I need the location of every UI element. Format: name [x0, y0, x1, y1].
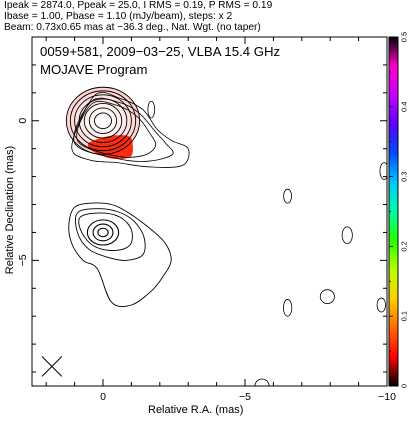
- colorbar-tick-label: 0.2: [400, 241, 409, 251]
- noise-contour-1: [283, 188, 292, 204]
- plot-title: 0059+581, 2009−03−25, VLBA 15.4 GHz: [40, 44, 281, 59]
- header-beam-line: Beam: 0.73x0.65 mas at −36.3 deg., Nat. …: [4, 22, 261, 33]
- colorbar-tick-label: 0.3: [400, 171, 409, 181]
- noise-contour-6: [376, 297, 386, 313]
- colorbar-tick-label: 0: [400, 384, 409, 388]
- axis-ticks: 0 −5 −10 0 −5: [17, 37, 396, 403]
- south-contour-2: [78, 212, 133, 252]
- south-core-contour-0: [97, 227, 109, 238]
- colorbar-tick-label: 0.5: [400, 32, 409, 42]
- header-stats-line: Ipeak = 2874.0, Ppeak = 25.0, I RMS = 0.…: [4, 0, 273, 11]
- core-contour-4: [74, 94, 132, 148]
- x-tick-label: −5: [239, 391, 251, 403]
- noise-contour-4: [319, 289, 335, 305]
- south-contour-1: [74, 208, 146, 261]
- jet-contour-1: [73, 97, 174, 162]
- core-contour-0: [94, 112, 112, 130]
- noise-contour-7: [254, 378, 270, 386]
- noise-contour-0: [147, 100, 156, 119]
- core-contour-3: [78, 98, 128, 143]
- colorbar-tick-label: 0.4: [400, 102, 409, 112]
- x-axis-label: Relative R.A. (mas): [148, 404, 244, 416]
- core-contour-5: [69, 90, 137, 152]
- plot-subtitle: MOJAVE Program: [40, 62, 148, 77]
- noise-contour-5: [282, 299, 293, 317]
- polarization-patch: [87, 135, 133, 160]
- y-tick-label: 0: [17, 118, 29, 124]
- beam-marker-line-b: [41, 356, 63, 377]
- noise-contour-2: [341, 226, 353, 245]
- y-axis-label: Relative Declination (mas): [4, 145, 17, 275]
- core-contour-1: [88, 107, 118, 135]
- south-contour-0: [68, 202, 172, 308]
- y-tick-label: −5: [17, 254, 29, 266]
- core-contour-2: [83, 102, 123, 139]
- x-tick-label: 0: [100, 391, 106, 403]
- colorbar-tick-label: 0.1: [400, 311, 409, 321]
- core-contour-6: [65, 86, 141, 155]
- noise-contour-3: [379, 162, 387, 180]
- header-base-line: Ibase = 1.00, Pbase = 1.10 (mJy/beam), s…: [4, 11, 233, 22]
- plot-content: [41, 86, 387, 386]
- x-tick-label: −10: [378, 391, 396, 403]
- jet-contour-2: [76, 100, 157, 158]
- plot-header: Ipeak = 2874.0, Ppeak = 25.0, I RMS = 0.…: [4, 0, 409, 33]
- colorbar-ticks: 0 0.1 0.2 0.3 0.4 0.5: [389, 32, 409, 388]
- south-core-contour-1: [92, 223, 114, 242]
- jet-contour-0: [71, 91, 190, 168]
- plot-frame: [31, 36, 388, 387]
- south-core-contour-2: [86, 219, 120, 246]
